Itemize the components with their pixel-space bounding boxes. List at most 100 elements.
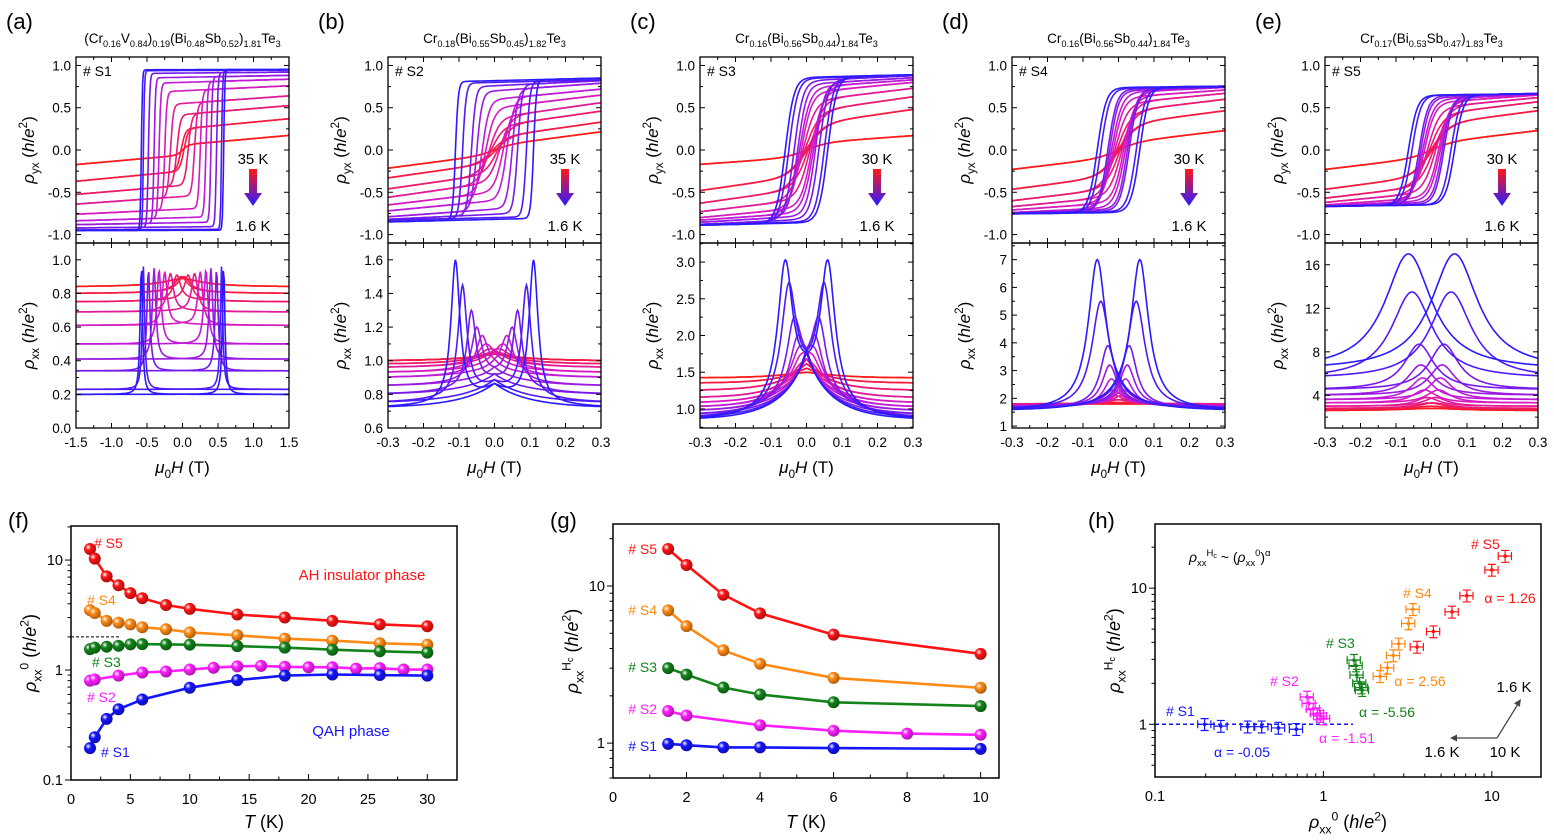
label-segment: ( — [20, 652, 40, 663]
data-point — [1379, 661, 1395, 675]
series-S1 — [662, 737, 987, 755]
arrowhead-icon — [1450, 699, 1521, 742]
x-tick-label: -0.2 — [724, 435, 747, 450]
x-tick-label: -0.3 — [376, 435, 399, 450]
label-segment: 2 — [17, 620, 31, 627]
data-point — [421, 669, 434, 682]
data-point — [901, 727, 914, 740]
series-label: # S2 — [87, 689, 116, 705]
series-S4 — [1372, 603, 1420, 684]
data-point — [717, 644, 730, 657]
y-tick-label: -0.5 — [672, 185, 695, 200]
label-segment: H — [483, 458, 496, 477]
label-segment: ) — [955, 302, 974, 308]
series-S3 — [662, 662, 987, 713]
y-tick-label: 0.5 — [988, 101, 1007, 116]
rho-xx-curve — [388, 308, 601, 395]
label-segment: ) — [19, 302, 38, 308]
label-segment: / — [643, 323, 662, 328]
rho-xx-curve — [76, 271, 289, 327]
data-point — [124, 587, 137, 600]
y-tick-label: 0.1 — [43, 773, 63, 789]
series-S3 — [1346, 653, 1370, 698]
label-segment: h — [562, 636, 582, 646]
x-tick-label: 0.0 — [485, 435, 504, 450]
rho-xx-curve — [388, 334, 601, 378]
data-point — [160, 599, 173, 612]
temperature-arrow-icon — [1493, 169, 1511, 206]
temperature-path-arrow — [1455, 703, 1519, 739]
data-point — [183, 626, 196, 639]
label-segment: Cr — [735, 31, 750, 46]
label-segment: Cr — [1047, 31, 1062, 46]
rho-yx-curve — [76, 95, 289, 205]
x-tick-label: 5 — [126, 792, 134, 808]
rho-xx-curve — [76, 275, 289, 294]
label-segment: e — [643, 128, 662, 137]
label-segment: ) — [1104, 608, 1124, 614]
y-tick-label: 0.0 — [988, 143, 1007, 158]
label-segment: ( — [643, 337, 662, 348]
label-segment: h — [331, 328, 350, 337]
y-tick-label: 4 — [1312, 388, 1320, 403]
rho-yx-curve — [1012, 89, 1225, 211]
data-point — [827, 724, 840, 737]
label-segment: xx — [1278, 348, 1291, 360]
y-tick-label: 1.0 — [988, 58, 1007, 73]
lower-axes-frame — [75, 242, 290, 429]
y-tick-label: 1.0 — [52, 58, 71, 73]
label-segment: (Bi — [1079, 31, 1096, 46]
rho-xx-curve — [1325, 343, 1538, 390]
label-segment: Sb — [490, 31, 507, 46]
rho-xx-curve — [1325, 407, 1538, 412]
label-segment: c — [1107, 657, 1117, 662]
series-line — [667, 548, 981, 656]
alpha-label: α = -5.56 — [1359, 704, 1415, 720]
label-segment: ( — [643, 152, 662, 163]
y-tick-label: 0.0 — [52, 421, 71, 436]
label-segment: e — [1364, 812, 1374, 832]
y-tick-label: 10 — [1131, 581, 1147, 597]
rho-yx-curve — [700, 74, 913, 226]
rho-yx-curve — [700, 108, 913, 192]
label-segment: 0.18 — [437, 39, 455, 49]
label-segment: h — [19, 328, 38, 337]
data-point — [278, 641, 291, 654]
data-point — [231, 640, 244, 653]
label-segment: e — [1268, 128, 1287, 137]
x-tick-label: 0 — [609, 790, 617, 806]
data-point — [974, 742, 987, 755]
label-segment: e — [1268, 314, 1287, 323]
label-segment: 0 — [477, 468, 483, 481]
y-tick-label: 0.0 — [676, 143, 695, 158]
axes-frame — [1154, 523, 1542, 778]
rho-xx-curve — [76, 266, 289, 391]
label-segment: 2 — [329, 307, 342, 313]
y-tick-label: 6 — [999, 280, 1007, 295]
data-point — [136, 666, 149, 679]
label-segment: h — [1104, 636, 1124, 646]
rho-yx-curve — [388, 88, 601, 212]
label-segment: 0 — [1255, 548, 1260, 559]
x-tick-label: -0.1 — [1071, 435, 1094, 450]
data-point — [160, 665, 173, 678]
y-tick-label: 16 — [1305, 258, 1320, 273]
data-point — [1288, 722, 1304, 737]
label-segment: 2 — [1266, 122, 1279, 128]
data-point — [1254, 720, 1269, 734]
label-segment: 0 — [789, 468, 795, 481]
series-S3 — [84, 638, 434, 659]
y-tick-label: 4 — [999, 336, 1007, 351]
data-point — [1213, 719, 1228, 733]
label-segment: h — [19, 143, 38, 152]
label-segment: xx — [30, 670, 44, 682]
alpha-label: α = -0.05 — [1214, 744, 1270, 760]
temp-high-label: 35 K — [550, 151, 581, 168]
upper-curves — [388, 77, 601, 223]
data-point — [112, 669, 125, 682]
data-point — [974, 647, 987, 660]
x-tick-label: 0.1 — [521, 435, 540, 450]
label-segment: xx — [341, 348, 354, 360]
y-tick-label: 1 — [1139, 717, 1147, 733]
label-segment: 2 — [1266, 307, 1279, 313]
